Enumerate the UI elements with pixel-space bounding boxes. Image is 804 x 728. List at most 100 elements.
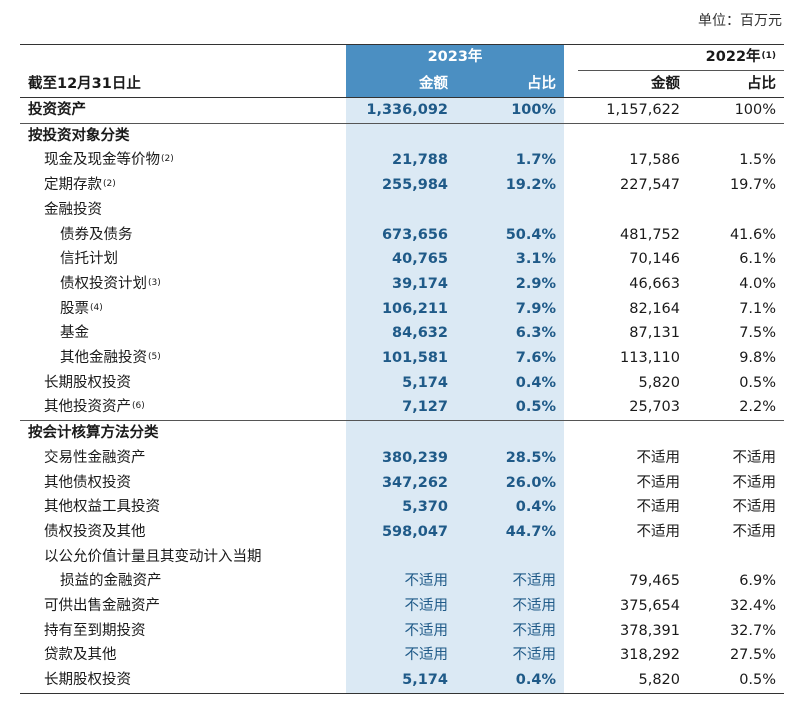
- amount-2023-cell: [346, 420, 456, 446]
- ratio-2023-cell: 0.5%: [456, 395, 565, 422]
- amount-2023-cell: 5,174: [346, 370, 456, 396]
- table-row: 债权投资及其他 598,047 44.7% 不适用 不适用: [20, 519, 784, 545]
- row-note: (5): [148, 352, 161, 363]
- amount-2023-cell: 不适用: [346, 594, 456, 619]
- ratio-2023-header: 占比: [456, 70, 565, 98]
- amount-2023-cell: 101,581: [346, 346, 456, 371]
- amount-2023-cell: 40,765: [346, 247, 456, 272]
- table-body: 投资资产 1,336,092 100% 1,157,622 100% 按投资对象分类 现金及…: [20, 97, 785, 694]
- amount-2022-cell: 5,820: [578, 668, 689, 694]
- row-label: 债券及债务: [20, 223, 346, 248]
- row-label-text: 债券及债务: [60, 226, 133, 243]
- amount-2022-cell: 113,110: [620, 350, 681, 367]
- ratio-2022-cell: 1.5%: [739, 152, 777, 169]
- row-label: 可供出售金融资产: [20, 594, 346, 619]
- gap-cell: [564, 471, 578, 496]
- amount-2023-cell: 673,656: [346, 222, 456, 248]
- ratio-2022-cell: 7.5%: [739, 325, 777, 342]
- amount-2023-cell: 不适用: [346, 618, 456, 644]
- row-label-text: 信托计划: [60, 251, 118, 268]
- gap-cell: [564, 569, 578, 594]
- ratio-2022-cell: 41.6%: [729, 226, 777, 243]
- year-2023-header: 2023年: [346, 44, 565, 71]
- amount-2022-cell: 87,131: [629, 325, 681, 342]
- row-label: 按投资对象分类: [20, 123, 346, 148]
- amount-2022-cell: 25,703: [578, 395, 689, 422]
- amount-2022-cell: 1,157,622: [578, 97, 689, 124]
- ratio-2023-cell: [456, 197, 565, 223]
- amount-2022-cell: 不适用: [636, 499, 681, 516]
- gap-cell: [564, 395, 579, 422]
- table-row: 信托计划 40,765 3.1% 70,146 6.1%: [20, 247, 784, 272]
- row-label: 债权投资计划(3): [20, 272, 346, 297]
- header-gap-2: [564, 70, 579, 98]
- amount-2023-cell: 39,174: [346, 271, 456, 297]
- ratio-2022-cell: 19.7%: [729, 177, 777, 194]
- row-label-text: 其他权益工具投资: [44, 499, 160, 516]
- table-row: 以公允价值计量且其变动计入当期: [20, 544, 784, 570]
- amount-2023-cell: 不适用: [346, 569, 456, 595]
- row-label-text: 现金及现金等价物: [44, 152, 160, 169]
- gap-cell: [564, 643, 578, 668]
- ratio-2023-cell: [456, 544, 565, 570]
- ratio-2023-cell: 0.4%: [456, 370, 565, 396]
- table-row: 股票(4) 106,211 7.9% 82,164 7.1%: [20, 296, 784, 322]
- gap-cell: [564, 272, 578, 297]
- ratio-2023-cell: 不适用: [456, 569, 565, 595]
- table-row: 现金及现金等价物(2) 21,788 1.7% 17,586 1.5%: [20, 148, 784, 174]
- row-label-text: 按会计核算方法分类: [28, 425, 159, 442]
- amount-2023-cell: 255,984: [346, 173, 456, 198]
- row-label: 投资资产: [20, 97, 346, 124]
- table-row: 其他金融投资(5) 101,581 7.6% 113,110 9.8%: [20, 346, 784, 371]
- row-note: (2): [161, 154, 174, 165]
- row-label: 按会计核算方法分类: [20, 421, 346, 446]
- row-label-text: 股票: [60, 300, 89, 317]
- ratio-2022-cell: 不适用: [732, 449, 777, 466]
- ratio-2023-cell: 26.0%: [456, 470, 565, 496]
- row-label-text: 以公允价值计量且其变动计入当期: [44, 548, 262, 565]
- table-row: 债券及债务 673,656 50.4% 481,752 41.6%: [20, 222, 784, 248]
- header-spacer: [20, 44, 346, 71]
- row-label-text: 贷款及其他: [44, 647, 117, 664]
- amount-2023-cell: [346, 544, 456, 570]
- ratio-2022-cell: 不适用: [732, 523, 777, 540]
- gap-cell: [564, 148, 578, 173]
- row-label: 长期股权投资: [20, 668, 346, 694]
- amount-2022-cell: 不适用: [636, 523, 681, 540]
- row-note: (3): [148, 277, 161, 288]
- row-label-text: 其他债权投资: [44, 474, 131, 491]
- ratio-2022-cell: 32.7%: [729, 622, 777, 639]
- amount-2022-cell: [578, 545, 688, 570]
- table-row: 其他投资资产(6) 7,127 0.5% 25,703 2.2%: [20, 395, 785, 422]
- ratio-2023-cell: 6.3%: [456, 321, 565, 347]
- gap-cell: [564, 594, 578, 619]
- gap-cell: [564, 346, 578, 371]
- ratio-2022-cell: 不适用: [732, 499, 777, 516]
- gap-cell: [564, 545, 578, 570]
- row-note: (6): [132, 401, 145, 412]
- ratio-2022-header: 占比: [688, 70, 785, 98]
- ratio-2022-cell: 0.5%: [688, 668, 785, 694]
- ratio-2022-cell: 6.9%: [739, 573, 777, 590]
- ratio-2022-cell: 4.0%: [739, 275, 777, 292]
- row-label-text: 其他金融投资: [60, 350, 147, 367]
- unit-label: 单位：百万元: [698, 13, 782, 29]
- investment-assets-table: 2023年 2022年(1) 截至12月31日止 金额 占比 金额 占比 投资资…: [20, 44, 785, 694]
- row-label: 其他投资资产(6): [20, 395, 346, 422]
- header-gap: [564, 44, 579, 71]
- table-row: 损益的金融资产 不适用 不适用 79,465 6.9%: [20, 569, 784, 595]
- gap-cell: [564, 421, 578, 446]
- amount-2022-cell: [578, 198, 688, 223]
- amount-2022-cell: 318,292: [620, 647, 681, 664]
- table-row: 债权投资计划(3) 39,174 2.9% 46,663 4.0%: [20, 271, 784, 297]
- year-2022-header: 2022年(1): [578, 44, 785, 71]
- row-label: 长期股权投资: [20, 371, 346, 396]
- row-label: 金融投资: [20, 198, 346, 223]
- ratio-2023-cell: 不适用: [456, 594, 565, 619]
- row-label: 损益的金融资产: [20, 569, 346, 594]
- row-label-text: 债权投资计划: [60, 275, 147, 292]
- amount-2022-cell: 82,164: [629, 300, 681, 317]
- amount-2022-cell: 不适用: [636, 474, 681, 491]
- ratio-2023-cell: 2.9%: [456, 271, 565, 297]
- row-label: 持有至到期投资: [20, 619, 346, 644]
